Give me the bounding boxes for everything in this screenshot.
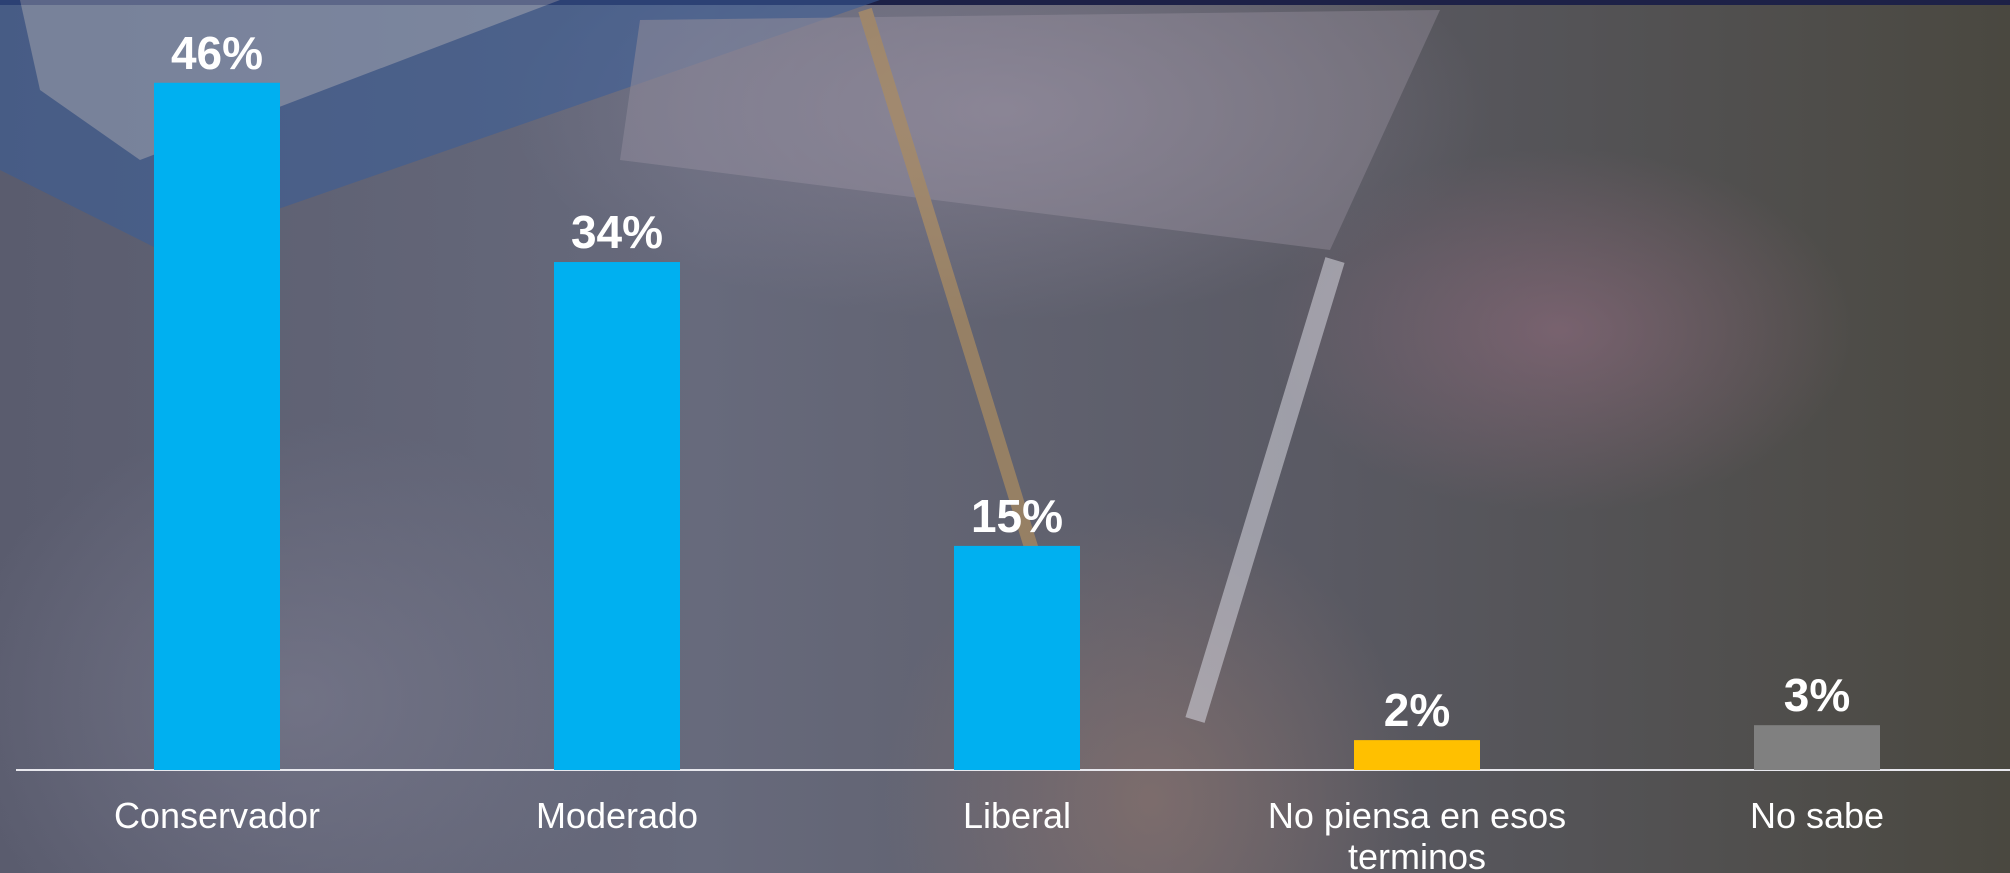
x-tick-label: Conservador bbox=[113, 795, 321, 836]
bar bbox=[554, 262, 680, 770]
value-label: 15% bbox=[971, 490, 1063, 542]
value-label: 34% bbox=[571, 206, 663, 258]
bar bbox=[1354, 740, 1480, 770]
bar bbox=[154, 82, 280, 770]
x-tick-label: Liberal bbox=[962, 795, 1072, 836]
bar bbox=[1754, 725, 1880, 770]
x-tick-label: No sabe bbox=[1749, 795, 1885, 836]
top-strip bbox=[0, 0, 2010, 5]
value-label: 3% bbox=[1784, 669, 1850, 721]
bar bbox=[954, 545, 1080, 770]
value-label: 46% bbox=[171, 27, 263, 79]
decoration bbox=[0, 0, 1440, 723]
x-tick-label: Moderado bbox=[535, 795, 699, 836]
value-label: 2% bbox=[1384, 684, 1450, 736]
x-tick-label: No piensa en esos terminos bbox=[1267, 795, 1567, 873]
